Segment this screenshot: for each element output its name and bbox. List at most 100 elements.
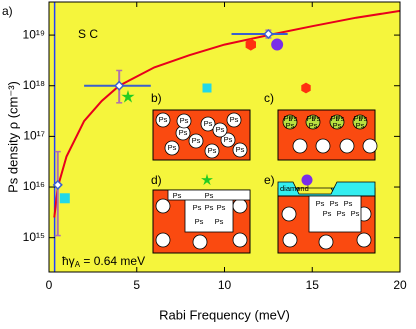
- ps-label: Ps: [216, 125, 225, 134]
- annotation: S C: [78, 27, 98, 41]
- ps-label: Ps: [344, 199, 353, 208]
- ps-atom: [292, 138, 308, 154]
- linewidth-label-part: = 0.64 meV: [80, 254, 145, 268]
- ps-atom: [318, 234, 334, 250]
- ps-atom: [188, 133, 204, 149]
- data-point: [52, 179, 63, 190]
- ps-label: Ps: [180, 116, 189, 125]
- marker: [271, 38, 284, 51]
- ps-label: Ps: [224, 135, 233, 144]
- ps-label: Ps: [215, 217, 224, 226]
- y-tick-label: 10¹⁷: [23, 129, 45, 143]
- ps-label: Ps: [359, 114, 368, 123]
- inset-label: d): [151, 173, 162, 187]
- marker: [201, 173, 213, 186]
- ps-label: Ps: [331, 114, 340, 123]
- linewidth-label-part: A: [75, 260, 81, 269]
- x-tick-label: 0: [46, 278, 53, 292]
- ps-label: Ps: [217, 203, 226, 212]
- ps-atom: [232, 198, 248, 214]
- ps-label: Ps: [333, 121, 342, 130]
- ps-label: Ps: [309, 121, 318, 130]
- ps-atom: [315, 138, 331, 154]
- x-axis-label: Rabi Frequency (meV): [159, 307, 290, 322]
- ps-atom: [155, 112, 171, 128]
- y-tick-label: 10¹⁸: [23, 78, 45, 92]
- y-axis-label: Ps density ρ (cm⁻³): [5, 81, 20, 193]
- ps-atom: [356, 232, 372, 248]
- ps-label: Ps: [316, 199, 325, 208]
- ps-label: Ps: [205, 203, 214, 212]
- y-tick-label: 10¹⁵: [23, 230, 45, 244]
- ps-atom: [220, 132, 236, 148]
- ps-atom: [226, 112, 242, 128]
- inset-label: c): [264, 91, 274, 105]
- marker: [121, 90, 135, 103]
- ps-label: Ps: [204, 119, 213, 128]
- ps-label: Ps: [205, 191, 214, 200]
- ps-atom: [155, 232, 171, 248]
- ps-label: Ps: [351, 209, 360, 218]
- ps-label: Ps: [336, 114, 345, 123]
- ps-label: Ps: [312, 114, 321, 123]
- ps-atom: [212, 122, 228, 138]
- x-tick-label: 20: [393, 278, 407, 292]
- ps-label: Ps: [159, 115, 168, 124]
- ps-atom: [204, 143, 220, 159]
- ps-label: Ps: [356, 121, 365, 130]
- ps-atom: [282, 114, 298, 130]
- y-tick-label: 10¹⁶: [23, 179, 45, 193]
- inset-label: b): [151, 91, 162, 105]
- ps-atom: [352, 114, 368, 130]
- ps-pool: [308, 195, 362, 233]
- ps-atom: [200, 116, 216, 132]
- ps-label: Ps: [354, 114, 363, 123]
- marker: [301, 174, 313, 186]
- x-tick-label: 10: [218, 278, 232, 292]
- ps-label: Ps: [192, 136, 201, 145]
- ps-atom: [282, 232, 298, 248]
- ps-atom: [155, 198, 171, 214]
- ps-atom: [329, 114, 345, 130]
- x-tick-label: 5: [133, 278, 140, 292]
- ps-atom: [164, 140, 180, 156]
- ps-label: Ps: [195, 217, 204, 226]
- inset-label: e): [264, 173, 275, 187]
- ps-label: Ps: [289, 114, 298, 123]
- marker: [59, 193, 70, 204]
- ps-pool: [167, 189, 251, 201]
- ps-label: Ps: [236, 145, 245, 154]
- ps-label: Ps: [337, 209, 346, 218]
- marker: [301, 82, 311, 94]
- ps-atom: [192, 234, 208, 250]
- ps-label: Ps: [286, 121, 295, 130]
- ps-label: Ps: [193, 203, 202, 212]
- ps-atom: [305, 114, 321, 130]
- linewidth-label-part: ħγ: [62, 254, 75, 268]
- data-point: [114, 80, 125, 91]
- ps-label: Ps: [230, 115, 239, 124]
- ps-atom: [176, 113, 192, 129]
- ps-label: Ps: [330, 199, 339, 208]
- ps-atom: [232, 142, 248, 158]
- linewidth-label: ħγA = 0.64 meV: [62, 254, 145, 269]
- ps-atom: [232, 232, 248, 248]
- diamond-label: diamond: [280, 184, 309, 193]
- y-tick-label: 10¹⁹: [23, 27, 45, 41]
- marker: [202, 83, 212, 93]
- ps-label: Ps: [173, 191, 182, 200]
- ps-label: Ps: [179, 128, 188, 137]
- ps-label: Ps: [168, 143, 177, 152]
- ps-atom: [281, 206, 297, 222]
- ps-atom: [339, 138, 355, 154]
- data-point: [263, 28, 274, 40]
- ps-label: Ps: [208, 146, 217, 155]
- ps-atom: [362, 138, 378, 154]
- x-tick-label: 15: [306, 278, 320, 292]
- plot-frame: [48, 1, 401, 273]
- ps-label: Ps: [307, 114, 316, 123]
- panel-label: a): [2, 4, 13, 18]
- theory-curve: [53, 9, 401, 218]
- ps-label: Ps: [284, 114, 293, 123]
